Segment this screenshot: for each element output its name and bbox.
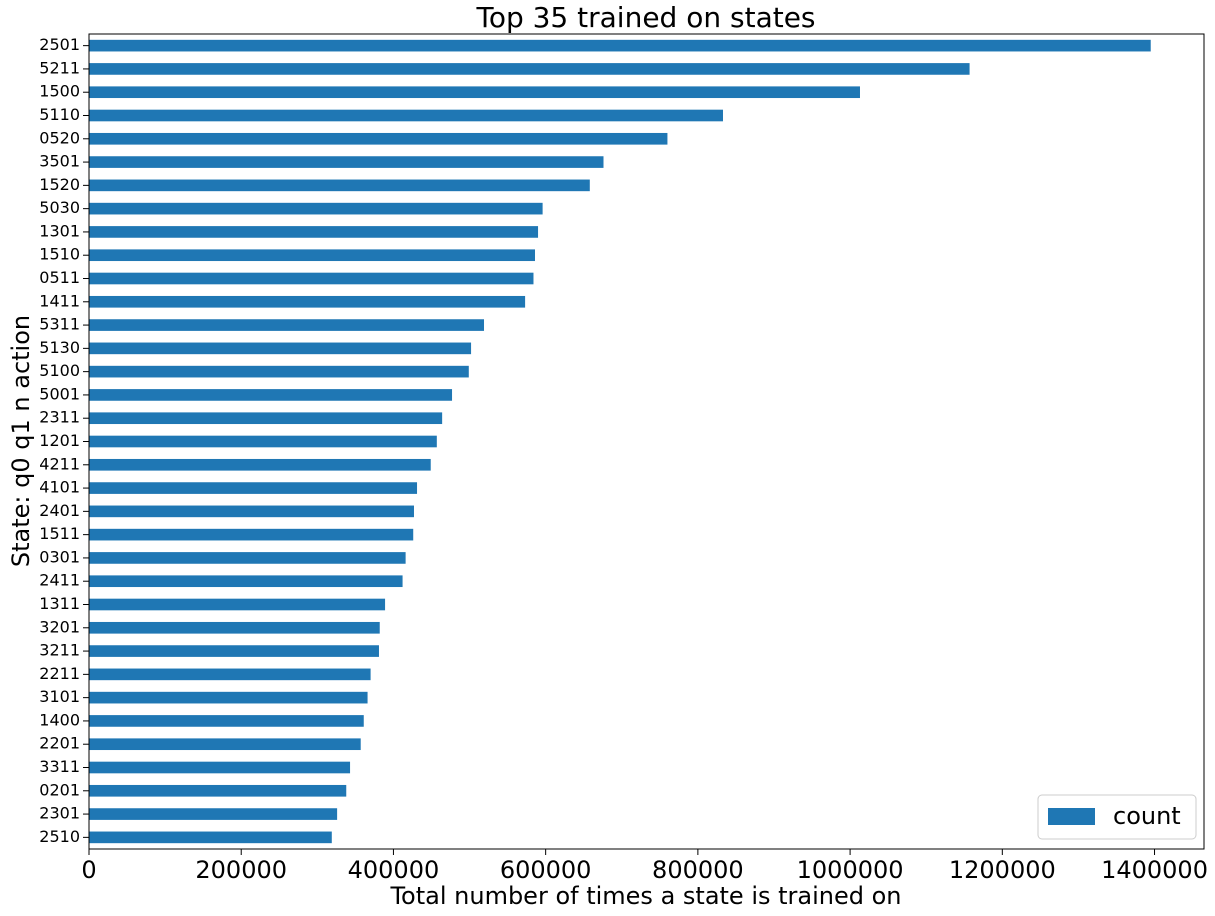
bar xyxy=(89,86,860,99)
y-tick-label: 2401 xyxy=(39,501,80,520)
y-tick-label: 5100 xyxy=(39,361,80,380)
x-tick-label: 200000 xyxy=(195,856,287,884)
bar xyxy=(89,179,590,192)
y-tick-label: 3211 xyxy=(39,641,80,660)
y-tick-label: 2201 xyxy=(39,734,80,753)
plot-frame xyxy=(88,33,1205,850)
bar xyxy=(89,715,364,727)
x-tick-label: 1000000 xyxy=(797,856,904,884)
y-tick-label: 5311 xyxy=(39,315,80,334)
y-tick-label: 1510 xyxy=(39,245,80,264)
legend-box xyxy=(1037,794,1197,840)
bar xyxy=(89,738,361,751)
y-tick-label: 1201 xyxy=(39,431,80,450)
bar xyxy=(89,528,414,541)
y-tick-label: 2501 xyxy=(39,35,80,54)
bar xyxy=(89,598,386,611)
y-tick-label: 1311 xyxy=(39,594,80,613)
x-tick-label: 1200000 xyxy=(949,856,1056,884)
bar xyxy=(89,63,970,75)
bar xyxy=(89,482,418,494)
y-tick-label: 5211 xyxy=(39,58,80,77)
bar xyxy=(89,668,371,681)
legend-swatch xyxy=(1048,808,1095,825)
bar xyxy=(89,621,380,634)
y-tick-label: 2311 xyxy=(39,408,80,427)
y-tick-label: 1400 xyxy=(39,710,80,729)
bar xyxy=(89,295,526,308)
y-tick-label: 2301 xyxy=(39,804,80,823)
bar xyxy=(89,412,443,425)
y-tick-label: 0201 xyxy=(39,780,80,799)
y-tick-label: 3501 xyxy=(39,152,80,171)
y-tick-label: 2411 xyxy=(39,571,80,590)
bar xyxy=(89,365,469,378)
y-tick-label: 2510 xyxy=(39,827,80,846)
bar xyxy=(89,505,414,518)
bar xyxy=(89,249,535,262)
y-axis-label: State: q0 q1 n action xyxy=(7,315,35,567)
bar xyxy=(89,552,406,564)
y-tick-label: 4211 xyxy=(39,454,80,473)
x-tick-label: 0 xyxy=(81,856,96,884)
legend-label: count xyxy=(1113,802,1181,830)
y-tick-label: 1511 xyxy=(39,524,80,543)
bar xyxy=(89,575,403,588)
y-tick-label: 0301 xyxy=(39,547,80,566)
x-tick-label: 400000 xyxy=(348,856,440,884)
bar xyxy=(89,132,668,145)
bar xyxy=(89,319,485,331)
bar xyxy=(89,39,1151,52)
y-tick-label: 0520 xyxy=(39,128,80,147)
bar xyxy=(89,109,723,122)
y-tick-label: 5030 xyxy=(39,198,80,217)
x-axis-label: Total number of times a state is trained… xyxy=(389,882,901,910)
bar xyxy=(89,458,431,471)
bar xyxy=(89,389,453,401)
y-tick-label: 1520 xyxy=(39,175,80,194)
bar xyxy=(89,691,368,704)
bar xyxy=(89,831,332,844)
y-tick-label: 3201 xyxy=(39,617,80,636)
y-tick-label: 5110 xyxy=(39,105,80,124)
bar xyxy=(89,342,472,355)
y-tick-label: 0511 xyxy=(39,268,80,287)
bar xyxy=(89,435,437,448)
bar xyxy=(89,272,534,285)
y-tick-label: 1301 xyxy=(39,221,80,240)
bar xyxy=(89,761,351,774)
y-tick-label: 4101 xyxy=(39,478,80,497)
y-tick-label: 5001 xyxy=(39,384,80,403)
chart-title: Top 35 trained on states xyxy=(475,1,815,34)
bar xyxy=(89,808,338,820)
bar xyxy=(89,645,379,657)
y-tick-label: 3311 xyxy=(39,757,80,776)
bar xyxy=(89,784,347,797)
x-tick-label: 800000 xyxy=(652,856,744,884)
y-tick-label: 1500 xyxy=(39,82,80,101)
y-tick-label: 5130 xyxy=(39,338,80,357)
bar xyxy=(89,226,539,238)
y-tick-label: 2211 xyxy=(39,664,80,683)
bar xyxy=(89,156,604,168)
bar xyxy=(89,202,543,215)
y-tick-label: 3101 xyxy=(39,687,80,706)
x-tick-label: 1400000 xyxy=(1101,856,1208,884)
x-tick-label: 600000 xyxy=(500,856,592,884)
y-tick-label: 1411 xyxy=(39,291,80,310)
